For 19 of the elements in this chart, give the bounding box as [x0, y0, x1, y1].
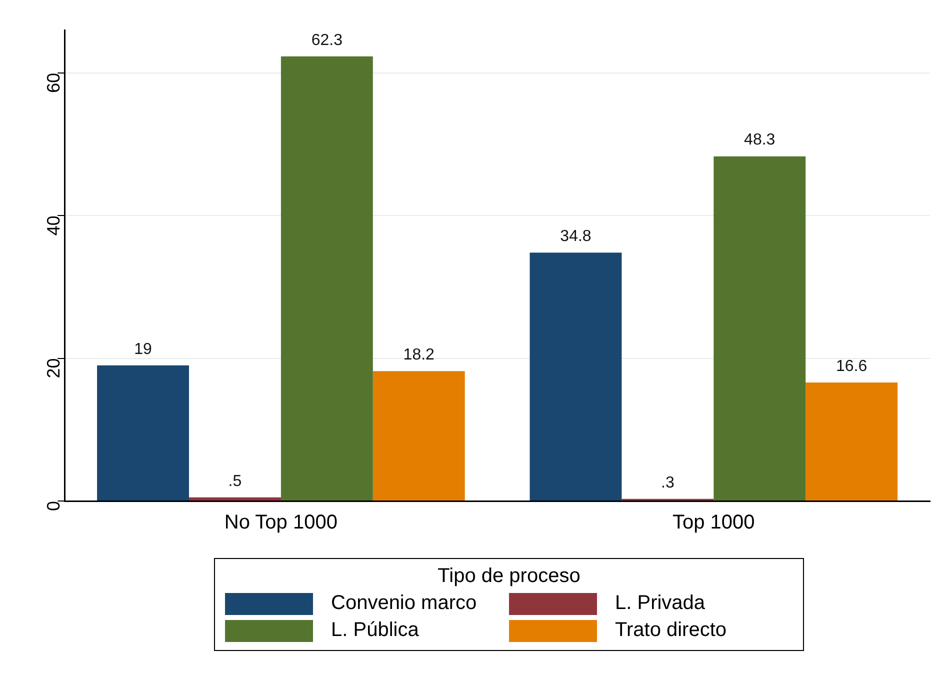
legend-label: Convenio marco: [331, 592, 477, 615]
y-tick-label: 60: [44, 72, 64, 93]
text: .3: [661, 474, 674, 492]
y-tick-label: 40: [44, 216, 64, 236]
text: .5: [228, 472, 242, 490]
legend-label: L. Privada: [615, 592, 706, 615]
text: 34.8: [560, 228, 592, 246]
text: 18.2: [403, 346, 434, 364]
text: 16.6: [836, 358, 868, 375]
x-tick-label: Top 1000: [672, 512, 755, 534]
text: 62.3: [311, 32, 342, 49]
legend-label: L. Pública: [331, 619, 419, 642]
y-tick-label: 0: [44, 501, 64, 512]
legend-title: Tipo de proceso: [436, 565, 582, 588]
y-tick-label: 20: [44, 358, 64, 378]
x-tick-label: No Top 1000: [224, 512, 338, 534]
text: 48.3: [744, 132, 776, 149]
legend-label: Trato directo: [615, 619, 727, 642]
text: 19: [134, 340, 152, 358]
